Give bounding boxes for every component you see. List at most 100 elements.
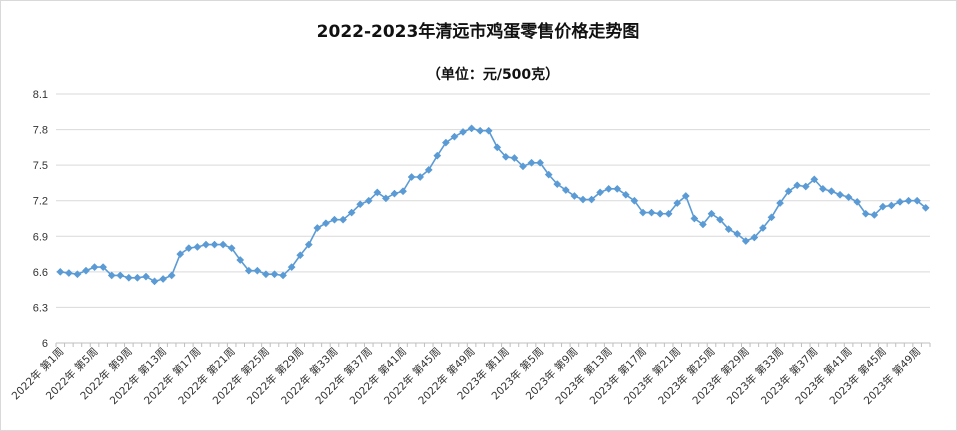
data-point xyxy=(596,188,605,197)
data-point xyxy=(870,210,879,219)
data-point xyxy=(510,154,519,162)
data-point xyxy=(82,266,90,275)
data-point xyxy=(270,270,279,279)
data-point xyxy=(373,188,382,197)
data-point xyxy=(424,165,433,174)
data-point xyxy=(287,263,296,272)
data-point xyxy=(167,271,176,280)
data-point xyxy=(733,229,742,238)
data-point xyxy=(99,263,108,272)
data-point xyxy=(818,184,827,193)
data-point xyxy=(579,195,587,204)
data-point xyxy=(724,225,733,234)
data-point xyxy=(896,197,904,206)
data-point xyxy=(390,189,399,198)
data-point xyxy=(467,124,476,133)
data-point xyxy=(536,158,545,167)
data-point xyxy=(638,208,647,217)
data-point xyxy=(793,181,802,190)
data-point xyxy=(844,193,853,202)
data-point xyxy=(107,271,116,280)
data-point xyxy=(356,200,365,209)
data-point xyxy=(741,237,750,245)
data-point xyxy=(64,269,73,277)
data-point xyxy=(801,182,810,191)
data-point xyxy=(296,251,305,260)
y-tick-label: 7.2 xyxy=(33,196,48,208)
data-point xyxy=(244,266,253,275)
data-point xyxy=(236,256,245,264)
data-point xyxy=(116,271,125,280)
data-point xyxy=(647,208,656,217)
y-tick-label: 6.9 xyxy=(33,231,48,243)
data-point xyxy=(913,196,922,205)
data-point xyxy=(570,192,579,200)
data-point xyxy=(450,132,459,141)
data-point xyxy=(501,152,510,161)
data-point xyxy=(767,213,776,222)
data-point xyxy=(664,209,673,218)
data-point xyxy=(159,275,168,283)
data-point xyxy=(339,215,348,224)
data-point xyxy=(904,196,913,205)
data-point xyxy=(707,209,716,218)
data-point xyxy=(861,209,870,218)
data-point xyxy=(176,250,185,259)
y-tick-label: 6.3 xyxy=(33,302,48,314)
data-point xyxy=(716,215,725,224)
data-point xyxy=(219,240,228,249)
data-point xyxy=(142,272,150,281)
data-point xyxy=(210,240,219,249)
y-tick-label: 6.6 xyxy=(33,267,48,279)
data-point xyxy=(776,199,785,208)
data-point xyxy=(656,209,665,218)
data-point xyxy=(184,244,193,253)
data-point xyxy=(698,220,707,229)
data-point xyxy=(758,224,767,232)
data-point xyxy=(836,190,844,199)
y-tick-label: 8.1 xyxy=(33,89,48,101)
data-point xyxy=(253,266,262,275)
series-price xyxy=(56,124,930,286)
data-point xyxy=(347,208,356,217)
data-point xyxy=(484,126,493,135)
data-point xyxy=(279,271,288,280)
chart-subtitle: （单位：元/500克） xyxy=(427,66,559,83)
data-point xyxy=(313,224,322,232)
data-point xyxy=(613,184,622,193)
data-point xyxy=(750,233,759,242)
data-point xyxy=(544,170,553,179)
data-point xyxy=(261,270,270,279)
data-point xyxy=(133,273,142,282)
data-point xyxy=(90,263,99,272)
data-point xyxy=(673,199,682,208)
data-point xyxy=(553,180,562,189)
data-point xyxy=(921,203,930,212)
data-point xyxy=(827,187,836,196)
data-point xyxy=(878,202,887,211)
chart-title: 2022-2023年清远市鸡蛋零售价格走势图 xyxy=(317,21,640,42)
data-point xyxy=(124,273,133,282)
data-point xyxy=(73,270,82,279)
data-point xyxy=(853,197,862,206)
data-point xyxy=(476,126,485,135)
data-point xyxy=(519,162,527,171)
data-point xyxy=(416,173,425,181)
x-axis xyxy=(55,343,931,347)
data-point xyxy=(399,187,407,196)
data-point xyxy=(227,244,236,253)
data-point xyxy=(493,143,502,152)
data-point xyxy=(364,196,373,205)
data-point xyxy=(381,194,390,203)
data-point xyxy=(561,186,570,194)
data-point xyxy=(681,192,690,200)
data-point xyxy=(810,175,819,184)
y-tick-label: 7.5 xyxy=(33,160,48,172)
data-point xyxy=(56,267,65,276)
y-tick-label: 7.8 xyxy=(33,125,48,137)
data-point xyxy=(459,127,467,136)
data-point xyxy=(193,243,202,251)
